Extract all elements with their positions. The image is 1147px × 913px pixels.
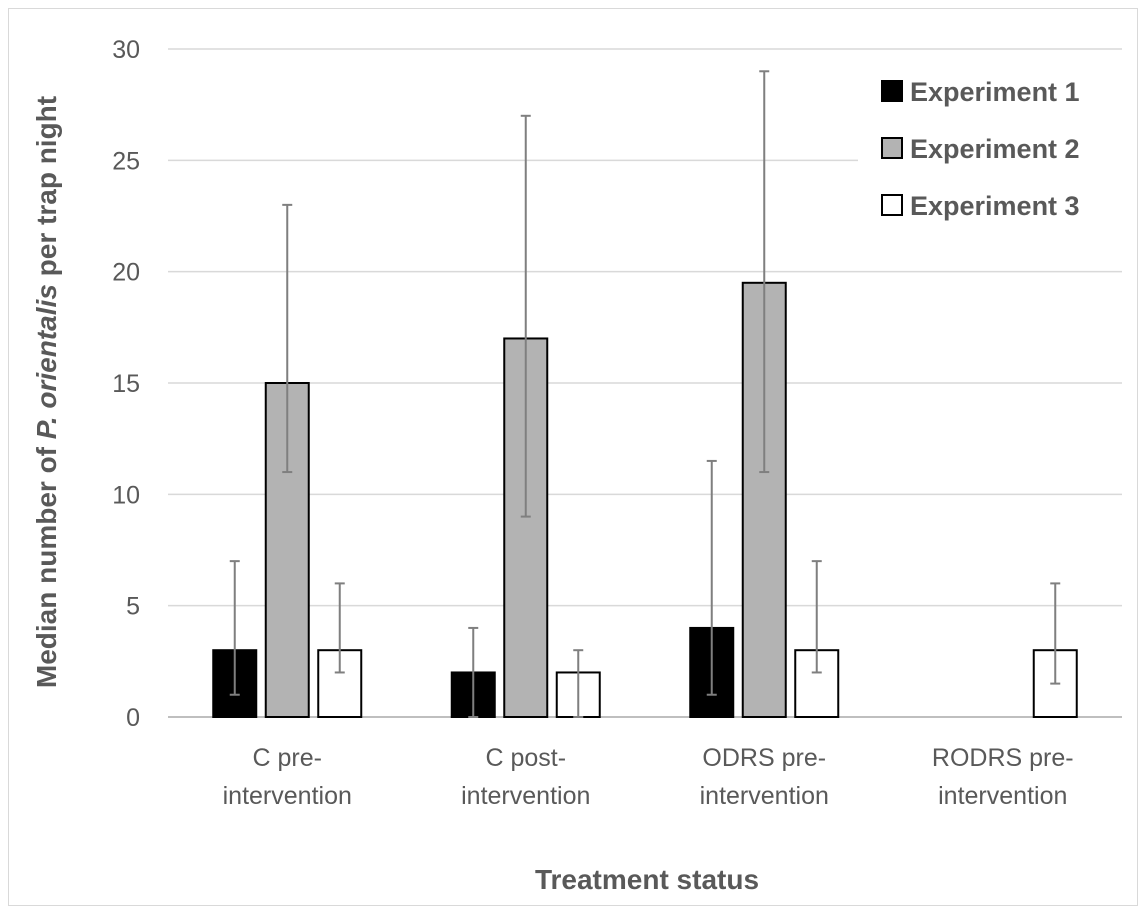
x-tick-label-line: intervention: [938, 782, 1067, 810]
y-tick-label: 30: [112, 36, 140, 64]
legend: Experiment 1 Experiment 2 Experiment 3: [858, 60, 1128, 232]
x-tick-label: ODRS pre-intervention: [700, 744, 829, 810]
legend-swatch: [881, 137, 903, 159]
y-tick-label: 5: [126, 593, 140, 621]
x-tick-label-line: intervention: [700, 782, 829, 810]
y-axis-title-species: P. orientalis: [31, 284, 62, 439]
x-tick-label: C post-intervention: [461, 744, 590, 810]
y-axis-ticks: 0 5 10 15 20 25 30: [112, 36, 140, 732]
y-tick-label: 15: [112, 370, 140, 398]
y-axis-title: Median number of P. orientalis per trap …: [31, 96, 62, 688]
bar: [741, 281, 787, 718]
x-tick-label: C pre-intervention: [223, 744, 352, 810]
x-tick-label-line: C post-: [485, 744, 566, 772]
y-tick-label: 10: [112, 481, 140, 509]
x-axis-title: Treatment status: [535, 864, 759, 895]
y-tick-label: 20: [112, 259, 140, 287]
x-tick-label-line: intervention: [461, 782, 590, 810]
legend-label: Experiment 2: [910, 134, 1080, 164]
y-tick-label: 25: [112, 147, 140, 175]
legend-swatch: [881, 194, 903, 216]
x-tick-label-line: ODRS pre-: [702, 744, 826, 772]
x-tick-label-line: RODRS pre-: [932, 744, 1074, 772]
y-axis-title-suffix: per trap night: [31, 96, 62, 284]
bar: [317, 649, 363, 719]
y-axis-title-prefix: Median number of: [31, 439, 62, 688]
x-tick-label: RODRS pre-intervention: [932, 744, 1074, 810]
legend-label: Experiment 3: [910, 191, 1080, 221]
x-tick-label-line: intervention: [223, 782, 352, 810]
legend-swatch: [881, 80, 903, 102]
bars: [212, 281, 1078, 719]
x-tick-label-line: C pre-: [253, 744, 322, 772]
legend-label: Experiment 1: [910, 77, 1080, 107]
error-bars: [229, 70, 1061, 718]
y-tick-label: 0: [126, 704, 140, 732]
